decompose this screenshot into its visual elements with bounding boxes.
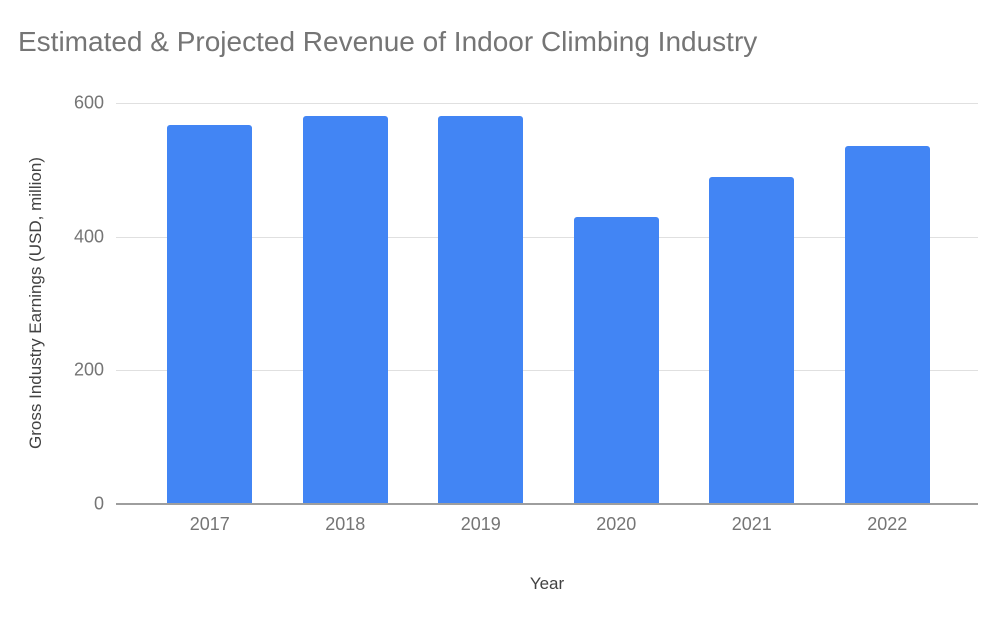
y-axis-tick-label-0: 0 bbox=[93, 493, 104, 514]
bar-2021[interactable] bbox=[709, 176, 795, 504]
bar-slot-2020 bbox=[549, 103, 685, 504]
y-axis-tick-labels: 0 200 400 600 bbox=[0, 93, 104, 514]
bar-2017[interactable] bbox=[167, 125, 253, 504]
x-axis-title: Year bbox=[529, 574, 565, 593]
x-axis-tick-label-2019: 2019 bbox=[460, 514, 501, 534]
gridline-600 bbox=[116, 103, 978, 104]
plot-area bbox=[116, 103, 978, 505]
bar-slot-2018 bbox=[278, 103, 414, 504]
x-axis-tick-label-2018: 2018 bbox=[325, 514, 366, 534]
chart-title: Estimated & Projected Revenue of Indoor … bbox=[18, 26, 758, 57]
gridline-200 bbox=[116, 370, 978, 372]
bar-2022[interactable] bbox=[844, 146, 930, 504]
y-axis-tick-label-400: 400 bbox=[73, 226, 104, 247]
bar-slot-2017 bbox=[142, 103, 278, 504]
bar-2020[interactable] bbox=[573, 216, 659, 504]
y-axis-tick-label-200: 200 bbox=[73, 359, 104, 380]
x-axis-tick-label-2020: 2020 bbox=[596, 514, 637, 534]
x-axis-tick-labels: 2017 2018 2019 2020 2021 2022 bbox=[142, 514, 955, 535]
bar-2018[interactable] bbox=[302, 116, 388, 504]
y-axis-tick-label-600: 600 bbox=[73, 92, 104, 113]
x-axis-tick-label-2021: 2021 bbox=[731, 514, 772, 534]
bar-slot-2022 bbox=[820, 103, 956, 504]
x-axis-tick-label-2017: 2017 bbox=[189, 514, 230, 534]
bar-slot-2019 bbox=[413, 103, 549, 504]
bar-slot-2021 bbox=[684, 103, 820, 504]
x-axis-line bbox=[116, 503, 978, 505]
gridline-400 bbox=[116, 236, 978, 238]
bar-2019[interactable] bbox=[438, 116, 524, 504]
x-axis-tick-label-2022: 2022 bbox=[867, 514, 908, 534]
bar-series bbox=[142, 103, 955, 504]
